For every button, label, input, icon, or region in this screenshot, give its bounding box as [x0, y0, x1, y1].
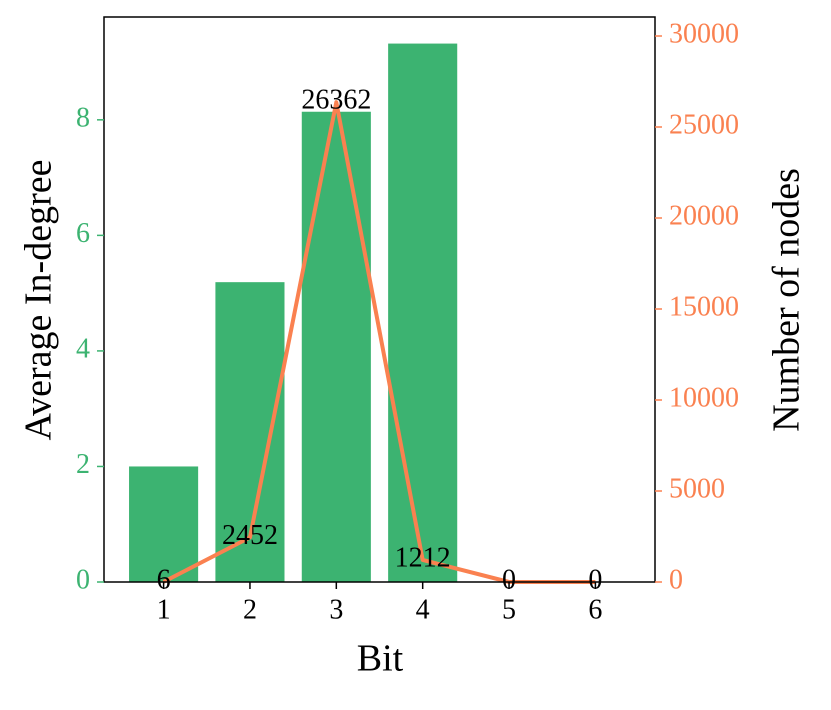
x-tick-label: 2: [243, 594, 257, 625]
y2-axis-label: Number of nodes: [766, 168, 808, 432]
bar: [301, 111, 371, 582]
x-axis-label: Bit: [357, 638, 404, 680]
y2-tick-label: 0: [669, 564, 683, 595]
data-label: 1212: [395, 542, 451, 573]
y-tick-label: 8: [76, 102, 90, 133]
y2-tick-label: 10000: [669, 382, 739, 413]
y-tick-label: 0: [76, 564, 90, 595]
y2-tick-label: 30000: [669, 18, 739, 49]
y2-tick-label: 5000: [669, 473, 725, 504]
data-label: 0: [502, 564, 516, 595]
x-tick-label: 4: [416, 594, 430, 625]
data-label: 2452: [222, 520, 278, 551]
x-tick-label: 6: [588, 594, 602, 625]
x-tick-label: 5: [502, 594, 516, 625]
data-label: 6: [157, 564, 171, 595]
data-label: 0: [588, 564, 602, 595]
x-tick-label: 1: [157, 594, 171, 625]
y2-tick-label: 20000: [669, 200, 739, 231]
y-tick-label: 4: [76, 333, 90, 364]
y-tick-label: 6: [76, 218, 90, 249]
plot-frame: [103, 16, 656, 583]
x-tick-label: 3: [329, 594, 343, 625]
y2-tick-label: 15000: [669, 291, 739, 322]
y-tick-label: 2: [76, 449, 90, 480]
data-label: 26362: [301, 85, 371, 116]
bar: [129, 466, 199, 582]
y-axis-label: Average In-degree: [18, 160, 60, 441]
bar: [388, 43, 458, 582]
y2-tick-label: 25000: [669, 109, 739, 140]
